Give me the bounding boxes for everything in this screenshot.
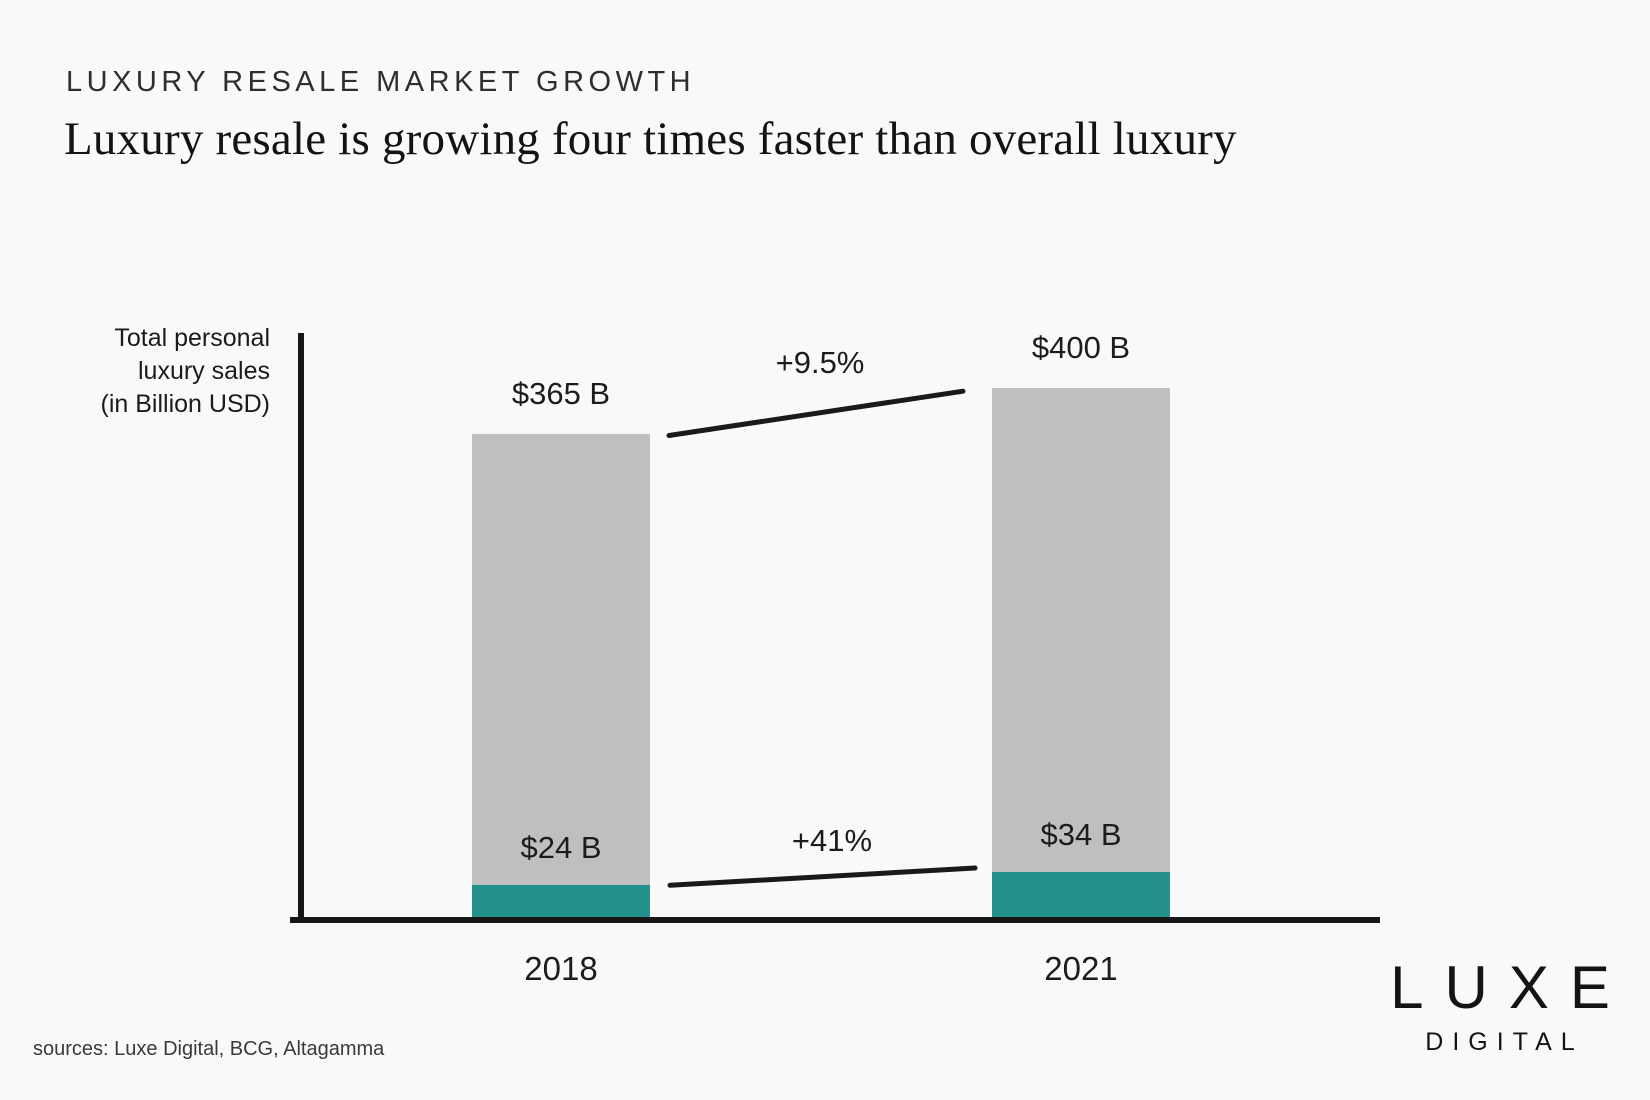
bar-resale-2021	[992, 872, 1170, 917]
eyebrow-heading: LUXURY RESALE MARKET GROWTH	[66, 66, 696, 98]
y-axis-line	[298, 333, 304, 923]
page-title: Luxury resale is growing four times fast…	[64, 113, 1237, 165]
resale-value-label-2021: $34 B	[1040, 817, 1122, 853]
growth-line-resale	[667, 865, 978, 888]
y-axis-label-line-2: luxury sales	[138, 357, 270, 385]
growth-resale-label: +41%	[791, 823, 873, 859]
x-axis-line	[290, 917, 1380, 923]
luxe-digital-logo: LUXE DIGITAL	[1382, 952, 1618, 1057]
logo-main-text: LUXE	[1390, 954, 1631, 1021]
growth-line-total	[666, 388, 966, 438]
y-axis-label: Total personal luxury sales (in Billion …	[10, 322, 270, 421]
bar-total-2018	[472, 434, 650, 917]
bar-resale-2018	[472, 885, 650, 917]
x-tick-2021: 2021	[1044, 950, 1118, 987]
total-value-label-2018: $365 B	[511, 376, 611, 412]
logo-sub-text: DIGITAL	[1425, 1028, 1584, 1056]
resale-value-label-2018: $24 B	[520, 830, 602, 866]
total-value-label-2021: $400 B	[1031, 330, 1131, 366]
bar-total-2021	[992, 388, 1170, 917]
sources-note: sources: Luxe Digital, BCG, Altagamma	[33, 1038, 385, 1060]
growth-total-label: +9.5%	[775, 345, 865, 381]
x-tick-2018: 2018	[524, 950, 598, 987]
y-axis-label-line-3: (in Billion USD)	[100, 390, 270, 418]
y-axis-label-line-1: Total personal	[114, 324, 270, 352]
